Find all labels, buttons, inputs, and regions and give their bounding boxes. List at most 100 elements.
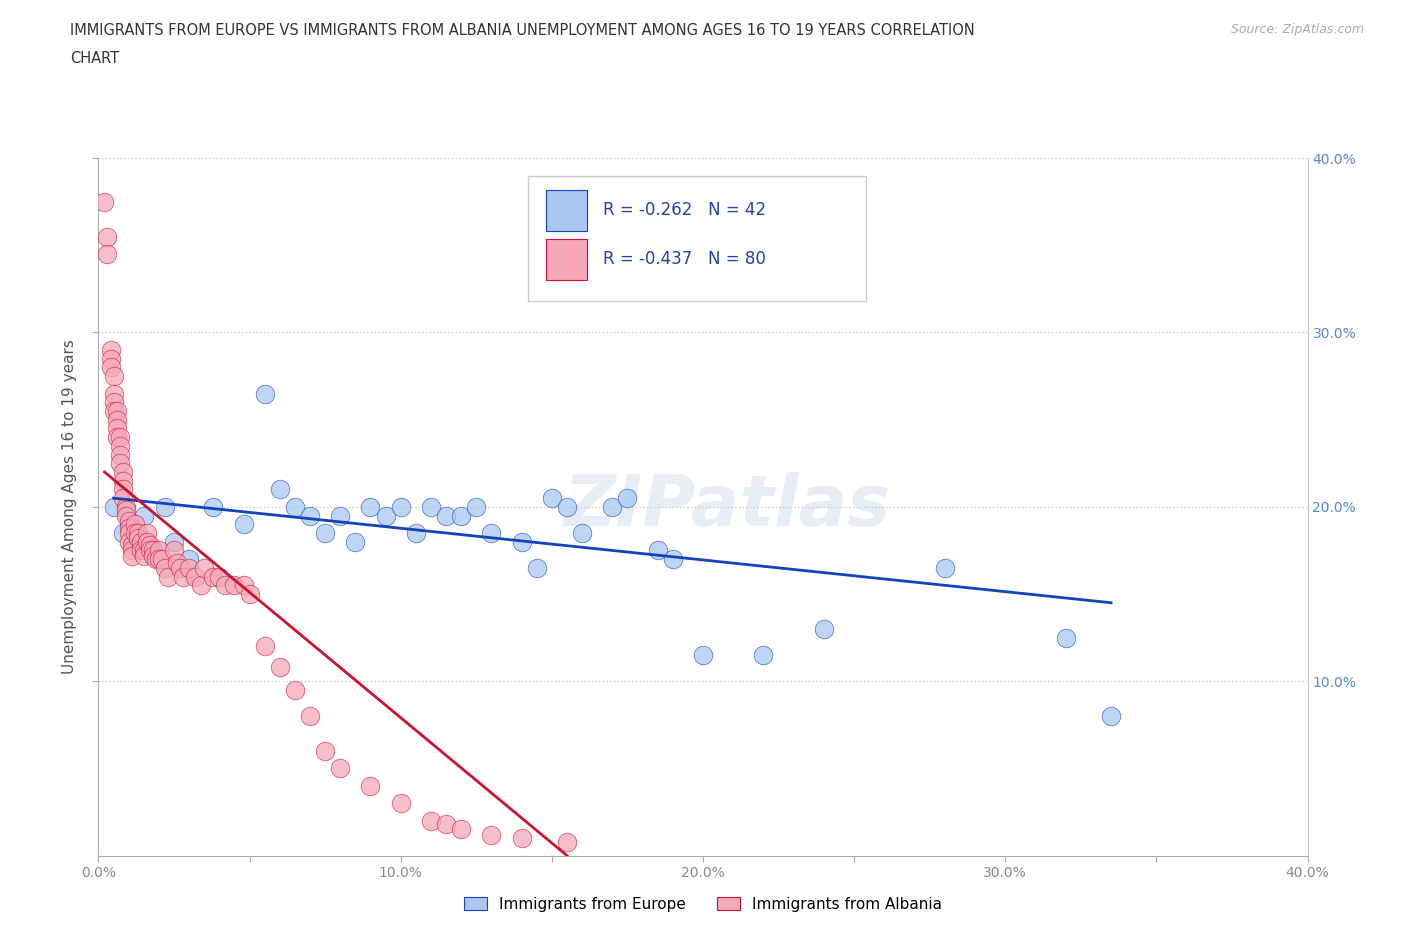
- Point: [813, 621, 835, 636]
- Point: [148, 543, 170, 558]
- Point: [616, 491, 638, 506]
- Point: [239, 587, 262, 602]
- Point: [434, 817, 457, 831]
- Point: [510, 534, 533, 549]
- Point: [100, 342, 122, 357]
- Point: [121, 538, 143, 552]
- Point: [103, 394, 125, 409]
- Point: [481, 525, 503, 540]
- Point: [100, 352, 122, 366]
- Point: [389, 796, 412, 811]
- Legend: Immigrants from Europe, Immigrants from Albania: Immigrants from Europe, Immigrants from …: [458, 890, 948, 918]
- Point: [163, 543, 186, 558]
- Point: [224, 578, 246, 592]
- Point: [114, 508, 136, 523]
- Point: [124, 525, 146, 540]
- Point: [193, 561, 215, 576]
- Point: [114, 499, 136, 514]
- Point: [93, 194, 115, 209]
- Point: [121, 543, 143, 558]
- Point: [190, 578, 212, 592]
- Point: [571, 525, 593, 540]
- Point: [329, 761, 352, 776]
- Point: [139, 538, 162, 552]
- FancyBboxPatch shape: [546, 190, 586, 231]
- Point: [163, 534, 186, 549]
- Point: [420, 499, 443, 514]
- Point: [108, 456, 131, 471]
- Point: [118, 517, 141, 532]
- Point: [153, 499, 176, 514]
- Point: [108, 430, 131, 445]
- Point: [314, 525, 336, 540]
- Point: [450, 508, 472, 523]
- Point: [184, 569, 207, 584]
- Point: [214, 578, 236, 592]
- Point: [253, 386, 276, 401]
- Point: [540, 491, 562, 506]
- Point: [284, 683, 307, 698]
- Point: [299, 508, 322, 523]
- Point: [360, 778, 382, 793]
- Point: [934, 561, 956, 576]
- Point: [127, 531, 149, 546]
- Point: [232, 517, 254, 532]
- FancyBboxPatch shape: [527, 176, 866, 301]
- Point: [314, 744, 336, 759]
- Point: [526, 561, 548, 576]
- Point: [150, 551, 173, 566]
- Point: [105, 404, 128, 418]
- Point: [269, 660, 291, 675]
- Point: [105, 430, 128, 445]
- Point: [96, 229, 118, 244]
- Point: [114, 503, 136, 518]
- Text: IMMIGRANTS FROM EUROPE VS IMMIGRANTS FROM ALBANIA UNEMPLOYMENT AMONG AGES 16 TO : IMMIGRANTS FROM EUROPE VS IMMIGRANTS FRO…: [70, 23, 974, 38]
- Point: [103, 386, 125, 401]
- Y-axis label: Unemployment Among Ages 16 to 19 years: Unemployment Among Ages 16 to 19 years: [62, 339, 77, 674]
- Point: [103, 404, 125, 418]
- FancyBboxPatch shape: [546, 239, 586, 280]
- Point: [329, 508, 352, 523]
- Point: [156, 569, 179, 584]
- Point: [132, 508, 155, 523]
- Point: [105, 412, 128, 427]
- Point: [179, 561, 201, 576]
- Point: [132, 543, 155, 558]
- Point: [129, 534, 152, 549]
- Point: [179, 551, 201, 566]
- Point: [118, 534, 141, 549]
- Point: [166, 555, 188, 570]
- Point: [1054, 631, 1077, 645]
- Point: [129, 543, 152, 558]
- Point: [135, 534, 157, 549]
- Point: [389, 499, 412, 514]
- Point: [105, 421, 128, 436]
- Point: [142, 549, 165, 564]
- Point: [108, 447, 131, 462]
- Text: R = -0.437   N = 80: R = -0.437 N = 80: [603, 250, 765, 268]
- Text: ZIPatlas: ZIPatlas: [564, 472, 891, 541]
- Point: [118, 525, 141, 540]
- Point: [465, 499, 488, 514]
- Point: [100, 360, 122, 375]
- Point: [662, 551, 685, 566]
- Point: [647, 543, 669, 558]
- Point: [135, 525, 157, 540]
- Point: [253, 639, 276, 654]
- Point: [108, 438, 131, 453]
- Point: [111, 491, 134, 506]
- Point: [153, 561, 176, 576]
- Point: [121, 549, 143, 564]
- Point: [450, 822, 472, 837]
- Point: [510, 830, 533, 845]
- Point: [124, 517, 146, 532]
- Point: [208, 569, 231, 584]
- Point: [111, 465, 134, 480]
- Point: [103, 368, 125, 383]
- Point: [142, 543, 165, 558]
- Point: [299, 709, 322, 724]
- Point: [374, 508, 396, 523]
- Point: [111, 473, 134, 488]
- Point: [148, 551, 170, 566]
- Point: [142, 543, 165, 558]
